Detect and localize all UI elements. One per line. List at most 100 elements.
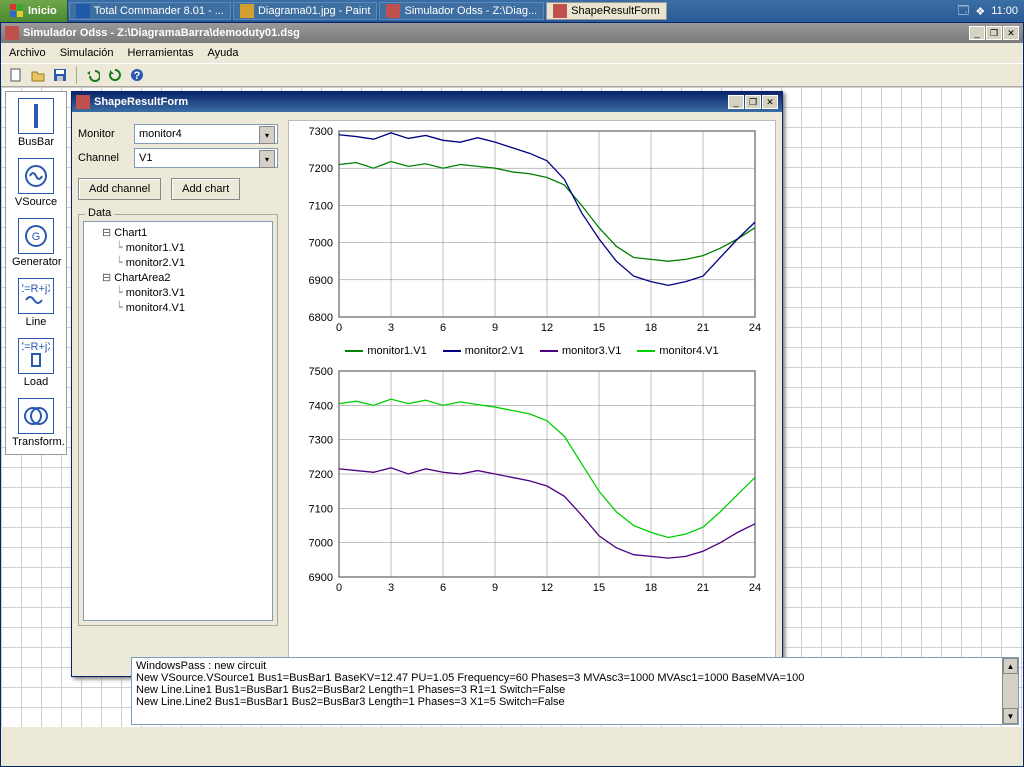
close-button[interactable]: ✕ — [1003, 26, 1019, 40]
legend-item: monitor3.V1 — [540, 345, 621, 357]
palette-item-load[interactable]: Z=R+jX Load — [12, 338, 60, 388]
legend-item: monitor4.V1 — [637, 345, 718, 357]
log-panel[interactable]: WindowsPass : new circuitNew VSource.VSo… — [131, 657, 1019, 725]
line-icon: Z=R+jX — [18, 278, 54, 314]
data-tree[interactable]: Chart1monitor1.V1monitor2.V1ChartArea2mo… — [83, 221, 273, 621]
menu-item[interactable]: Ayuda — [208, 47, 239, 59]
svg-text:9: 9 — [492, 322, 498, 334]
start-label: Inicio — [28, 5, 57, 17]
taskbar-task[interactable]: ShapeResultForm — [546, 2, 667, 20]
chart-2: 0369121518212469007000710072007300740075… — [289, 361, 775, 601]
task-icon — [386, 4, 400, 18]
palette-label: Transform. — [12, 436, 60, 448]
svg-text:24: 24 — [749, 322, 761, 334]
svg-text:9: 9 — [492, 582, 498, 594]
palette-item-busbar[interactable]: BusBar — [12, 98, 60, 148]
svg-text:7200: 7200 — [309, 469, 333, 481]
clock: 11:00 — [991, 5, 1018, 17]
taskbar-task[interactable]: Simulador Odss - Z:\Diag... — [379, 2, 544, 20]
tray-icon[interactable]: 🗔 — [957, 2, 969, 21]
channel-combo[interactable]: V1 — [134, 148, 278, 168]
app-window: Simulador Odss - Z:\DiagramaBarra\demodu… — [0, 22, 1024, 767]
open-icon[interactable] — [29, 66, 47, 84]
palette-item-transformer[interactable]: Transform. — [12, 398, 60, 448]
add-channel-button[interactable]: Add channel — [78, 178, 161, 200]
palette-label: Generator — [12, 256, 60, 268]
svg-text:7100: 7100 — [309, 503, 333, 515]
child-close-button[interactable]: ✕ — [762, 95, 778, 109]
help-icon[interactable]: ? — [128, 66, 146, 84]
palette-label: Line — [12, 316, 60, 328]
svg-text:12: 12 — [541, 322, 553, 334]
channel-label: Channel — [78, 152, 134, 164]
palette-item-generator[interactable]: G Generator — [12, 218, 60, 268]
svg-text:7500: 7500 — [309, 366, 333, 378]
palette-label: Load — [12, 376, 60, 388]
tree-leaf[interactable]: monitor3.V1 — [116, 286, 268, 301]
svg-text:18: 18 — [645, 322, 657, 334]
svg-text:7300: 7300 — [309, 126, 333, 138]
maximize-button[interactable]: ❐ — [986, 26, 1002, 40]
menu-bar: Archivo Simulación Herramientas Ayuda — [1, 43, 1023, 63]
vsource-icon — [18, 158, 54, 194]
svg-text:6900: 6900 — [309, 275, 333, 287]
svg-text:6900: 6900 — [309, 572, 333, 584]
taskbar-task[interactable]: Total Commander 8.01 - ... — [69, 2, 231, 20]
svg-text:7400: 7400 — [309, 400, 333, 412]
undo-icon[interactable] — [84, 66, 102, 84]
palette-item-vsource[interactable]: VSource — [12, 158, 60, 208]
workspace: BusBar VSource G Generator Z=R+jX Line Z=R+jX L… — [1, 87, 1023, 727]
refresh-icon[interactable] — [106, 66, 124, 84]
palette-label: VSource — [12, 196, 60, 208]
child-maximize-button[interactable]: ❐ — [745, 95, 761, 109]
task-icon — [553, 4, 567, 18]
child-title: ShapeResultForm — [94, 96, 728, 108]
tree-leaf[interactable]: monitor4.V1 — [116, 301, 268, 316]
monitor-label: Monitor — [78, 128, 134, 140]
task-label: Simulador Odss - Z:\Diag... — [404, 5, 537, 17]
minimize-button[interactable]: _ — [969, 26, 985, 40]
task-icon — [76, 4, 90, 18]
svg-text:6800: 6800 — [309, 312, 333, 324]
app-icon — [5, 26, 19, 40]
log-line: WindowsPass : new circuit — [136, 660, 1014, 672]
taskbar-task[interactable]: Diagrama01.jpg - Paint — [233, 2, 378, 20]
add-chart-button[interactable]: Add chart — [171, 178, 240, 200]
svg-text:7000: 7000 — [309, 538, 333, 550]
tree-leaf[interactable]: monitor1.V1 — [116, 241, 268, 256]
svg-text:6: 6 — [440, 322, 446, 334]
log-line: New VSource.VSource1 Bus1=BusBar1 BaseKV… — [136, 672, 1014, 684]
legend-item: monitor2.V1 — [443, 345, 524, 357]
menu-item[interactable]: Herramientas — [128, 47, 194, 59]
app-titlebar[interactable]: Simulador Odss - Z:\DiagramaBarra\demodu… — [1, 23, 1023, 43]
svg-text:21: 21 — [697, 322, 709, 334]
menu-item[interactable]: Archivo — [9, 47, 46, 59]
busbar-icon — [18, 98, 54, 134]
new-doc-icon[interactable] — [7, 66, 25, 84]
svg-text:6: 6 — [440, 582, 446, 594]
app-title: Simulador Odss - Z:\DiagramaBarra\demodu… — [23, 27, 969, 39]
tree-node[interactable]: ChartArea2 — [102, 271, 268, 286]
generator-icon: G — [18, 218, 54, 254]
task-icon — [240, 4, 254, 18]
load-icon: Z=R+jX — [18, 338, 54, 374]
monitor-combo[interactable]: monitor4 — [134, 124, 278, 144]
save-icon[interactable] — [51, 66, 69, 84]
child-titlebar[interactable]: ShapeResultForm _ ❐ ✕ — [72, 92, 782, 112]
palette-item-line[interactable]: Z=R+jX Line — [12, 278, 60, 328]
component-palette: BusBar VSource G Generator Z=R+jX Line Z=R+jX L… — [5, 91, 67, 455]
scrollbar[interactable] — [1002, 658, 1018, 724]
menu-item[interactable]: Simulación — [60, 47, 114, 59]
start-button[interactable]: Inicio — [0, 0, 68, 22]
charts-panel: 03691215182124680069007000710072007300 m… — [288, 120, 776, 668]
svg-text:7300: 7300 — [309, 435, 333, 447]
system-tray: 🗔 ❖ 11:00 — [951, 0, 1024, 22]
tray-icon[interactable]: ❖ — [975, 5, 985, 18]
child-minimize-button[interactable]: _ — [728, 95, 744, 109]
chart-legend: monitor1.V1monitor2.V1monitor3.V1monitor… — [289, 341, 775, 361]
tree-node[interactable]: Chart1 — [102, 226, 268, 241]
tree-leaf[interactable]: monitor2.V1 — [116, 256, 268, 271]
palette-label: BusBar — [12, 136, 60, 148]
svg-text:0: 0 — [336, 582, 342, 594]
svg-text:7200: 7200 — [309, 163, 333, 175]
